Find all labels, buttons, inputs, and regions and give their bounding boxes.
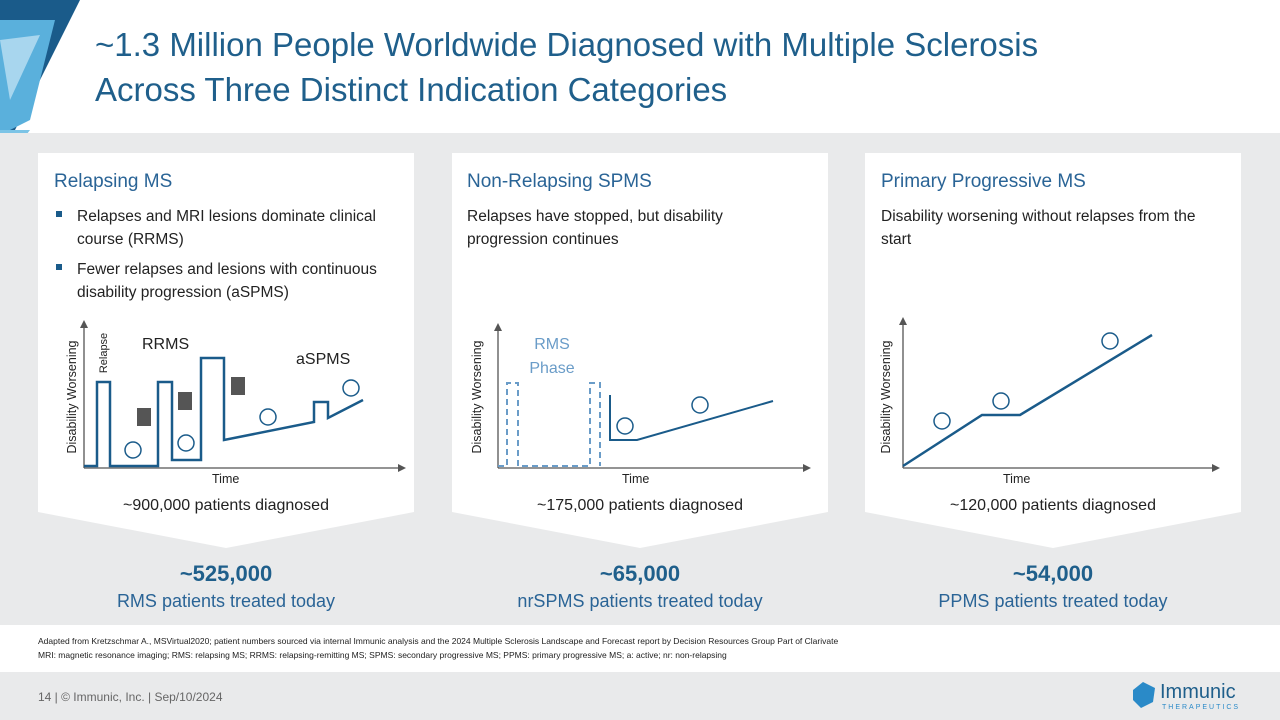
- description: Relapses have stopped, but disability pr…: [467, 208, 723, 248]
- bullet: [56, 211, 62, 217]
- course-line: [609, 395, 774, 441]
- x-axis-label: Time: [1003, 472, 1031, 486]
- y-axis-label: Disability Worsening: [470, 340, 484, 454]
- treated-count: ~54,000: [1012, 561, 1094, 586]
- footer-band: [0, 672, 1280, 720]
- panel-title: Relapsing MS: [54, 171, 173, 192]
- diagram-label: RMS: [534, 336, 570, 353]
- footnote: MRI: magnetic resonance imaging; RMS: re…: [38, 650, 727, 660]
- diagram-label: Relapse: [98, 332, 110, 374]
- logo: Immunic: [1160, 681, 1236, 703]
- panel: [865, 153, 1241, 548]
- x-axis-label: Time: [212, 472, 240, 486]
- footnote: Adapted from Kretzschmar A., MSVirtual20…: [38, 636, 839, 646]
- panel-title: Primary Progressive MS: [881, 171, 1086, 192]
- diagnosed: ~900,000 patients diagnosed: [123, 497, 329, 514]
- treated-count: ~525,000: [179, 561, 273, 586]
- diagram-label: aSPMS: [296, 351, 351, 368]
- bullet: [56, 264, 62, 270]
- axes: [83, 322, 1214, 469]
- course-line: [902, 333, 1153, 468]
- rms-phase-line: [498, 382, 601, 467]
- course-line: [84, 356, 364, 468]
- y-axis-label: Disability Worsening: [65, 340, 79, 454]
- x-axis-label: Time: [622, 472, 650, 486]
- treated-count: ~65,000: [599, 561, 681, 586]
- diagram-label: Phase: [529, 360, 575, 377]
- footer-text: 14 | © Immunic, Inc. | Sep/10/2024: [38, 690, 223, 704]
- decor: [0, 35, 40, 100]
- description: Disability worsening without relapses fr…: [881, 208, 1196, 248]
- icons: [124, 332, 1119, 459]
- diagnosed: ~175,000 patients diagnosed: [537, 497, 743, 514]
- panel-title: Non-Relapsing SPMS: [467, 171, 652, 192]
- y-axis-label: Disability Worsening: [879, 340, 893, 454]
- panel: [452, 153, 828, 548]
- mri-icons: [137, 377, 245, 426]
- bullet-text: Relapses and MRI lesions dominate clinic…: [77, 208, 376, 248]
- logo-mark: [1133, 682, 1155, 708]
- treated-label: RMS patients treated today: [116, 591, 336, 611]
- treated-label: nrSPMS patients treated today: [517, 591, 763, 611]
- bullet-text: Fewer relapses and lesions with continuo…: [77, 261, 377, 301]
- title: Across Three Distinct Indication Categor…: [95, 71, 728, 108]
- treated-label: PPMS patients treated today: [938, 591, 1168, 611]
- diagram-label: RRMS: [142, 336, 190, 353]
- title: ~1.3 Million People Worldwide Diagnosed …: [95, 26, 1039, 63]
- logo-sub: THERAPEUTICS: [1162, 704, 1241, 711]
- diagnosed: ~120,000 patients diagnosed: [950, 497, 1156, 514]
